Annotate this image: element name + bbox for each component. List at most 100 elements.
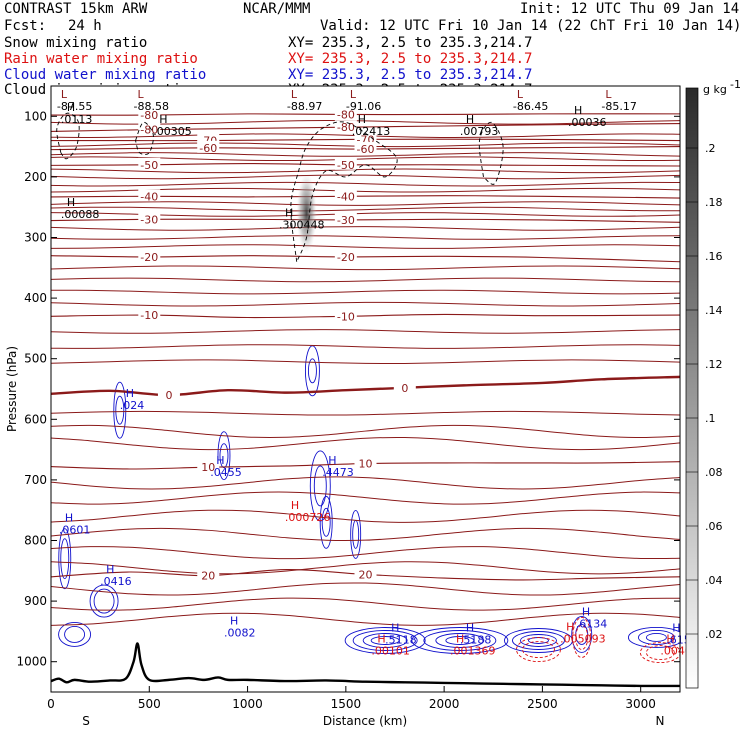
contour-label-bg bbox=[334, 189, 357, 202]
maximum-value: .615 bbox=[666, 634, 691, 647]
cloud-water-contour bbox=[423, 630, 497, 651]
maximum-value: .024 bbox=[120, 399, 145, 412]
contour-label-bg bbox=[138, 212, 161, 225]
contour-label-bg bbox=[334, 212, 357, 225]
minimum-value: -85.17 bbox=[601, 100, 636, 113]
temperature-isoline bbox=[51, 201, 680, 206]
y-axis-label: Pressure (hPa) bbox=[5, 346, 19, 432]
cloud-water-contour bbox=[512, 631, 565, 650]
cloud-water-contour bbox=[370, 636, 400, 645]
cloud-water-contour bbox=[89, 584, 119, 618]
cloud-water-contour bbox=[344, 627, 426, 654]
y-tick-label: 500 bbox=[24, 352, 47, 366]
rain-contour bbox=[639, 642, 680, 664]
colorbar-tick-label: .12 bbox=[705, 358, 723, 371]
maximum-value: .5118 bbox=[385, 634, 417, 647]
snow-contour bbox=[290, 121, 398, 262]
maximum-value: .6134 bbox=[576, 617, 608, 630]
x-axis-label: Distance (km) bbox=[323, 714, 407, 728]
maximum-marker: H bbox=[216, 454, 224, 467]
contour-label-bg bbox=[138, 157, 161, 170]
cloud-water-contour bbox=[217, 431, 231, 481]
contour-label: -80 bbox=[337, 121, 355, 134]
temperature-isoline bbox=[51, 206, 680, 212]
x-tick-label: 0 bbox=[47, 697, 55, 711]
contour-label: -50 bbox=[337, 159, 355, 172]
maximum-marker: H bbox=[566, 620, 574, 633]
x-tick-label: 1500 bbox=[331, 697, 362, 711]
legend-rain: Rain water mixing ratio bbox=[4, 51, 198, 67]
maximum-marker: H bbox=[106, 563, 114, 576]
cloud-water-contour bbox=[113, 381, 127, 439]
temperature-contours: -80-80-80-80-70-70-60-60-50-50-40-40-30-… bbox=[51, 107, 680, 626]
contour-label-bg bbox=[138, 122, 161, 135]
contour-label-bg bbox=[197, 460, 220, 473]
header: CONTRAST 15km ARW NCAR/MMM Init: 12 UTC … bbox=[4, 1, 740, 98]
minimum-value: -87.55 bbox=[57, 100, 92, 113]
cloud-water-contour bbox=[64, 625, 86, 643]
legend-snow: Snow mixing ratio bbox=[4, 35, 147, 51]
contour-label-bg bbox=[334, 249, 357, 262]
cloud-water-contour bbox=[313, 465, 327, 507]
maximum-value: .00088 bbox=[61, 208, 100, 221]
fcst-value: 24 h bbox=[68, 18, 102, 34]
snow-contour bbox=[478, 121, 504, 185]
temperature-isoline bbox=[51, 226, 680, 231]
contour-label: -40 bbox=[140, 190, 158, 203]
contour-label-bg bbox=[157, 388, 180, 401]
x-tick-label: 2500 bbox=[527, 697, 558, 711]
y-tick-label: 800 bbox=[24, 534, 47, 548]
contour-label-bg bbox=[334, 107, 357, 120]
colorbar-unit-exp: -1 bbox=[730, 78, 740, 91]
minimum-marker: L bbox=[605, 88, 612, 101]
temperature-isoline bbox=[51, 424, 680, 438]
temperature-isoline bbox=[51, 509, 680, 523]
minimum-marker: L bbox=[350, 88, 357, 101]
temperature-isoline bbox=[51, 344, 680, 349]
temperature-isoline bbox=[51, 174, 680, 180]
colorbar-tick-label: .04 bbox=[705, 574, 723, 587]
contour-label: 0 bbox=[165, 389, 172, 402]
maximum-value: .0416 bbox=[100, 575, 132, 588]
contour-label-bg bbox=[354, 456, 377, 469]
contour-label: 10 bbox=[359, 458, 373, 471]
cloud-water-contour bbox=[637, 630, 675, 645]
temperature-isoline bbox=[51, 359, 680, 365]
colorbar-tick-label: .1 bbox=[705, 412, 716, 425]
cloud-water-contour bbox=[411, 627, 509, 654]
title-left: CONTRAST 15km ARW bbox=[4, 1, 148, 17]
temperature-isoline bbox=[51, 491, 680, 505]
temperature-isoline bbox=[51, 277, 680, 283]
colorbar-tick-label: .2 bbox=[705, 142, 716, 155]
rain-contour bbox=[645, 645, 675, 661]
plot-frame bbox=[50, 85, 681, 693]
cloud-water-contour bbox=[58, 621, 92, 647]
colorbar-tick-label: .02 bbox=[705, 628, 723, 641]
cloud-water-contour bbox=[435, 633, 485, 648]
rain-contour bbox=[522, 641, 555, 659]
temperature-isoline bbox=[51, 289, 680, 295]
contour-label: -40 bbox=[337, 190, 355, 203]
cloud-water-contour bbox=[350, 509, 362, 559]
legend-cloud: Cloud water mixing ratio bbox=[4, 67, 206, 83]
temperature-isoline bbox=[51, 168, 680, 174]
y-tick-label: 400 bbox=[24, 291, 47, 305]
legend-rain-xy: XY= 235.3, 2.5 to 235.3,214.7 bbox=[288, 51, 532, 67]
contour-label-bg bbox=[138, 108, 161, 121]
cloud-water-contour bbox=[93, 588, 115, 614]
x-tick-label: 3000 bbox=[625, 697, 656, 711]
colorbar-tick-label: .08 bbox=[705, 466, 723, 479]
x-end-south: S bbox=[82, 714, 90, 728]
temperature-isoline bbox=[51, 546, 680, 560]
minimum-marker: L bbox=[291, 88, 298, 101]
snow-contour bbox=[56, 112, 80, 160]
maximum-value: .000726 bbox=[285, 511, 331, 524]
y-tick-label: 100 bbox=[24, 109, 47, 123]
maximum-value: .00305 bbox=[153, 125, 192, 138]
x-tick-label: 2000 bbox=[429, 697, 460, 711]
cloud-water-contour bbox=[307, 358, 317, 384]
maximum-marker: H bbox=[126, 387, 134, 400]
contour-label-bg bbox=[138, 189, 161, 202]
contour-label-bg bbox=[334, 157, 357, 170]
